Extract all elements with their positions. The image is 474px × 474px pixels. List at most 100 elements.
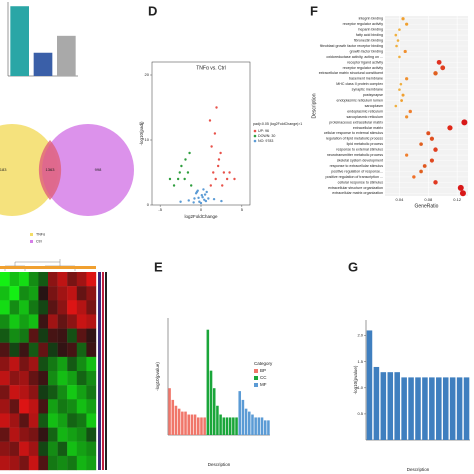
point: [179, 200, 182, 203]
heatmap-cell: [57, 455, 68, 471]
bar: [442, 377, 449, 440]
point: [207, 197, 210, 200]
dot: [394, 104, 398, 108]
heatmap-cell: [38, 371, 49, 386]
heatmap-cell: [38, 314, 49, 329]
point: [204, 199, 208, 203]
dot: [429, 136, 435, 141]
heatmap-cell: [86, 427, 97, 442]
dot: [433, 180, 438, 185]
panel-label: D: [148, 3, 157, 18]
bar: [235, 417, 238, 435]
heatmap-cell: [19, 314, 29, 329]
venn-count: 998: [95, 167, 102, 172]
heatmap-cell: [19, 328, 29, 343]
point: [222, 171, 226, 174]
bar: [203, 417, 206, 435]
bar: [238, 391, 241, 435]
heatmap-cell: [0, 455, 10, 471]
dot: [405, 77, 409, 81]
heatmap-cell: [9, 455, 20, 471]
heatmap-cell: [67, 286, 77, 301]
heatmap-cell: [67, 328, 77, 343]
point: [203, 198, 206, 201]
y-tick-label: 20: [145, 72, 150, 77]
y-tick-label: extracellular structure organization: [328, 186, 383, 190]
point: [225, 177, 229, 181]
point: [233, 177, 236, 181]
y-tick-label: 1.5: [357, 359, 363, 364]
heatmap-cell: [67, 413, 77, 428]
x-axis-label: Description: [208, 462, 231, 467]
y-tick-label: extracellular matrix structural constitu…: [319, 71, 383, 75]
heatmap-cell: [38, 300, 49, 315]
heatmap-cell: [38, 286, 49, 301]
bar: [10, 6, 30, 77]
heatmap-cell: [0, 300, 10, 315]
heatmap-cell: [19, 300, 29, 315]
dot: [461, 119, 468, 126]
heatmap-cell: [48, 427, 58, 442]
legend-swatch: [254, 369, 258, 373]
heatmap-cell: [28, 371, 39, 386]
bar: [219, 414, 222, 435]
y-tick-label: response to extracellular stimulus: [330, 164, 384, 168]
heatmap-cell: [57, 314, 68, 329]
heatmap-cell: [19, 272, 29, 287]
heatmap-cell: [9, 441, 20, 457]
heatmap-cell: [38, 328, 49, 343]
point: [186, 171, 190, 174]
dot: [395, 44, 398, 48]
bar: [168, 388, 171, 435]
y-tick-label: receptor regulator activity: [343, 66, 384, 70]
heatmap-cell: [28, 455, 39, 471]
y-tick-label: postsynapse: [363, 93, 383, 97]
heatmap-cell: [76, 371, 87, 386]
heatmap-cell: [19, 356, 29, 372]
heatmap-cell: [48, 356, 58, 372]
legend-swatch: [254, 383, 258, 387]
bar: [222, 417, 226, 435]
heatmap-cell: [86, 399, 97, 414]
y-tick-label: cellular response to external stimulus: [324, 131, 383, 135]
x-tick-label: 0.08: [424, 197, 433, 202]
heatmap-cell: [67, 385, 77, 400]
heatmap-cell: [57, 272, 68, 287]
venn-count: 1363: [46, 167, 56, 172]
heatmap-cell: [76, 272, 87, 287]
point: [228, 171, 231, 174]
bar: [415, 377, 421, 440]
dot: [447, 125, 453, 131]
bar: [394, 372, 400, 440]
bar: [225, 417, 229, 435]
y-tick-label: integrin binding: [359, 17, 383, 21]
heatmap-cell: [76, 385, 87, 400]
dot: [398, 55, 401, 59]
heatmap-cell: [76, 356, 87, 372]
heatmap-cell: [0, 286, 10, 301]
bar: [267, 420, 270, 435]
bar: [200, 417, 203, 435]
heatmap-cell: [86, 314, 97, 329]
heatmap-cell: [48, 399, 58, 414]
x-axis-label: GeneRatio: [415, 203, 439, 209]
dot: [398, 88, 401, 91]
point: [172, 184, 176, 187]
heatmap-cell: [19, 286, 29, 301]
x-axis-label: log2FoldChange: [184, 214, 218, 219]
heatmap-cell: [86, 371, 97, 386]
dot: [433, 147, 438, 152]
point: [187, 199, 190, 202]
point: [199, 201, 203, 205]
bar: [171, 399, 175, 435]
bar: [422, 377, 428, 440]
bar: [387, 372, 394, 440]
heatmap-cell: [57, 356, 68, 372]
y-tick-label: growth factor binding: [350, 49, 383, 53]
heatmap-cell: [28, 413, 39, 428]
heatmap-cell: [28, 286, 39, 301]
heatmap-cell: [0, 399, 10, 414]
point: [198, 200, 201, 203]
venn-overlap: [38, 140, 62, 200]
heatmap-cell: [48, 342, 58, 358]
